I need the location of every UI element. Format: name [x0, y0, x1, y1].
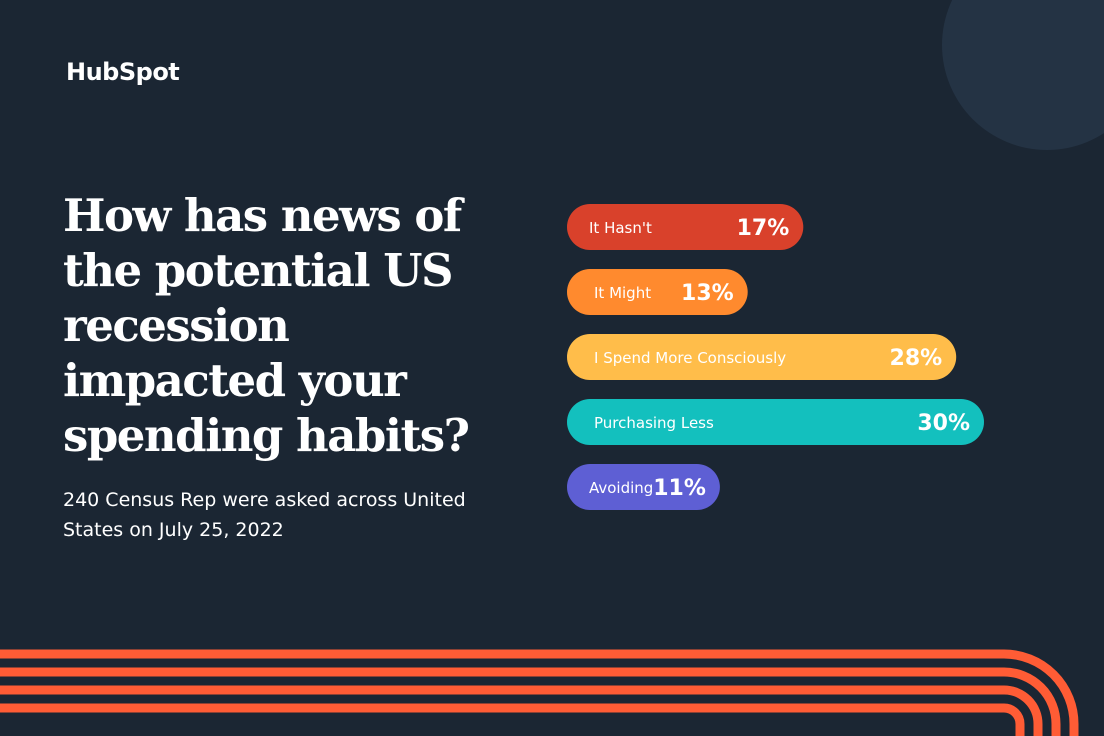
bar-value-label: 13% — [681, 281, 734, 306]
stripe-4 — [0, 703, 1025, 736]
bar — [567, 269, 748, 315]
bar — [567, 334, 957, 380]
bar-label: Avoiding — [589, 479, 653, 497]
stripe-3 — [0, 685, 1043, 736]
bar — [567, 204, 804, 250]
headline: How has news of the potential US recessi… — [63, 189, 470, 462]
bar-group: Avoiding 11% — [567, 464, 720, 510]
bar-label: It Hasn't — [589, 219, 652, 237]
bar-group: Purchasing Less 30% — [567, 399, 984, 445]
hubspot-logo: HubSpot — [66, 58, 180, 86]
stripe-1 — [0, 649, 1079, 736]
bar-value-label: 30% — [917, 411, 970, 436]
bar-value-label: 28% — [890, 346, 943, 371]
stripe-2 — [0, 667, 1061, 736]
bar-label: Purchasing Less — [594, 414, 714, 432]
bar-label: I Spend More Consciously — [594, 349, 786, 367]
bar-group: It Might 13% — [567, 269, 748, 315]
bar — [567, 399, 984, 445]
bar-label: It Might — [594, 284, 651, 302]
bar-group: I Spend More Consciously 28% — [567, 334, 957, 380]
bar — [567, 464, 720, 510]
bar-value-label: 17% — [737, 216, 790, 241]
bar-group: It Hasn't 17% — [567, 204, 804, 250]
bar-value-label: 11% — [653, 476, 706, 501]
survey-subtitle: 240 Census Rep were asked across United … — [63, 489, 466, 541]
